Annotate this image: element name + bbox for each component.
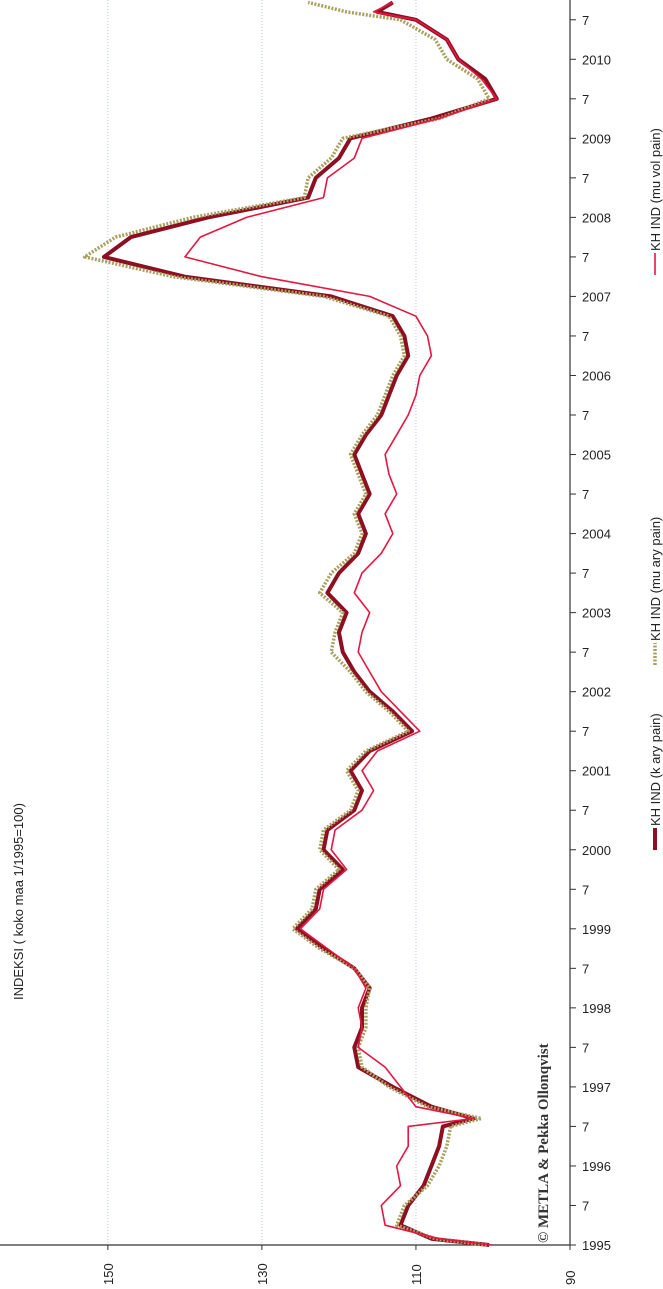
x-tick-label: 1997 (582, 1080, 611, 1095)
x-tick-label: 7 (582, 171, 589, 186)
x-tick-label: 7 (582, 250, 589, 265)
legend-label: KH IND (mu vol pain) (648, 128, 663, 251)
legend-label: KH IND (k ary pain) (648, 713, 663, 826)
x-tick-label: 7 (582, 645, 589, 660)
x-tick-label: 2000 (582, 843, 611, 858)
x-tick-label: 1998 (582, 1001, 611, 1016)
x-tick-label: 7 (582, 961, 589, 976)
y-tick-label: 110 (409, 1264, 424, 1285)
x-tick-label: 7 (582, 1119, 589, 1134)
x-tick-label: 2008 (582, 210, 611, 225)
x-tick-label: 1999 (582, 922, 611, 937)
x-tick-label: 1995 (582, 1238, 611, 1253)
x-tick-label: 2006 (582, 368, 611, 383)
series-line (102, 0, 499, 1247)
x-tick-label: 7 (582, 566, 589, 581)
chart-title: INDEKSI ( koko maa 1/1995=100) (11, 803, 26, 1000)
x-tick-label: 2007 (582, 289, 611, 304)
y-tick-label: 150 (101, 1263, 116, 1285)
x-tick-label: 7 (582, 408, 589, 423)
x-tick-label: 2002 (582, 685, 611, 700)
x-tick-label: 2001 (582, 764, 611, 779)
annotation: © METLA & Pekka Ollonqvist (536, 1043, 552, 1243)
x-tick-label: 1996 (582, 1159, 611, 1174)
x-tick-label: 2005 (582, 448, 611, 463)
x-tick-label: 7 (582, 882, 589, 897)
x-tick-label: 7 (582, 487, 589, 502)
y-tick-label: 130 (255, 1263, 270, 1285)
x-tick-label: 7 (582, 724, 589, 739)
x-tick-label: 7 (582, 1040, 589, 1055)
x-tick-label: 2010 (582, 52, 611, 67)
x-tick-label: 2009 (582, 131, 611, 146)
legend-label: KH IND (mu ary pain) (648, 517, 663, 641)
x-tick-label: 7 (582, 1198, 589, 1213)
y-tick-label: 90 (563, 1271, 578, 1285)
x-tick-label: 7 (582, 92, 589, 107)
series-line (184, 1, 498, 1246)
x-tick-label: 2004 (582, 527, 611, 542)
x-tick-label: 7 (582, 13, 589, 28)
series-line (82, 0, 491, 1247)
x-tick-label: 7 (582, 803, 589, 818)
x-tick-label: 2003 (582, 606, 611, 621)
x-tick-label: 7 (582, 329, 589, 344)
